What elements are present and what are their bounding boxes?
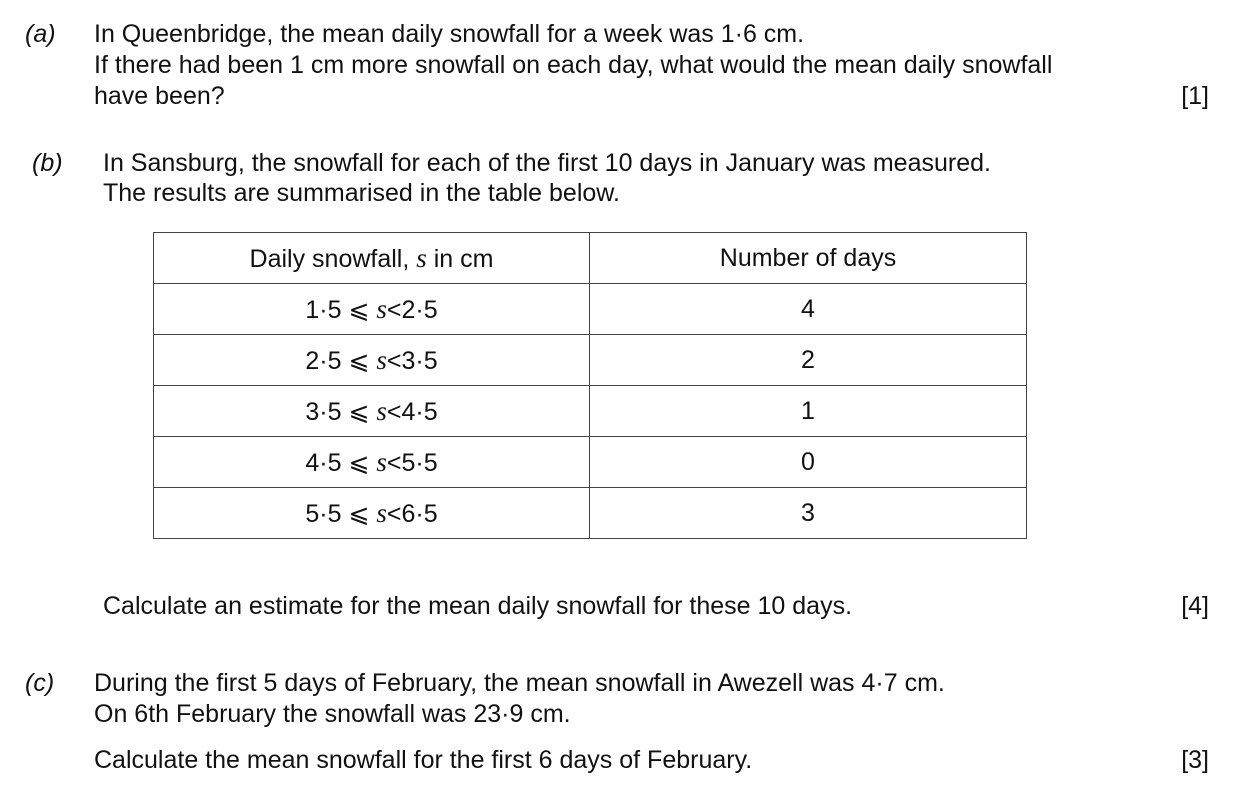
upper-bound: 3·5: [401, 346, 438, 375]
variable-s: s: [416, 242, 427, 273]
le-symbol: ⩽: [348, 397, 370, 426]
upper-bound: 6·5: [401, 499, 438, 528]
part-a-line: have been?: [94, 82, 225, 110]
lt-symbol: <: [386, 448, 402, 477]
header-text: Daily snowfall,: [249, 244, 417, 273]
part-a-line: If there had been 1 cm more snowfall on …: [94, 51, 1053, 79]
part-c-marks: [3]: [1181, 746, 1209, 774]
le-symbol: ⩽: [348, 346, 370, 375]
lower-bound: 1·5: [305, 295, 342, 324]
part-b-question: Calculate an estimate for the mean daily…: [103, 592, 853, 620]
snowfall-table: Daily snowfall, s in cm Number of days 1…: [153, 232, 1027, 539]
part-c-line: On 6th February the snowfall was 23·9 cm…: [94, 700, 571, 728]
lower-bound: 3·5: [305, 397, 342, 426]
table-row: 3·5 ⩽ s<4·5 1: [153, 385, 1027, 437]
variable-s: s: [376, 344, 387, 375]
snowfall-range: 5·5 ⩽ s<6·5: [153, 487, 590, 539]
variable-s: s: [376, 293, 387, 324]
variable-s: s: [376, 497, 387, 528]
header-number-of-days: Number of days: [589, 232, 1027, 284]
part-c-question: Calculate the mean snowfall for the firs…: [94, 746, 753, 774]
variable-s: s: [376, 446, 387, 477]
snowfall-range: 4·5 ⩽ s<5·5: [153, 436, 590, 488]
table-row: 2·5 ⩽ s<3·5 2: [153, 334, 1027, 386]
part-c-line: During the first 5 days of February, the…: [94, 669, 945, 697]
le-symbol: ⩽: [348, 499, 370, 528]
part-b-label: (b): [32, 149, 63, 177]
lt-symbol: <: [386, 346, 402, 375]
header-daily-snowfall: Daily snowfall, s in cm: [153, 232, 590, 284]
lower-bound: 5·5: [305, 499, 342, 528]
snowfall-range: 1·5 ⩽ s<2·5: [153, 283, 590, 335]
lower-bound: 2·5: [305, 346, 342, 375]
number-of-days: 0: [589, 436, 1027, 488]
lt-symbol: <: [386, 499, 402, 528]
part-a-line: In Queenbridge, the mean daily snowfall …: [94, 20, 805, 48]
snowfall-range: 2·5 ⩽ s<3·5: [153, 334, 590, 386]
lt-symbol: <: [386, 397, 402, 426]
upper-bound: 4·5: [401, 397, 438, 426]
variable-s: s: [376, 395, 387, 426]
upper-bound: 5·5: [401, 448, 438, 477]
part-b-line: In Sansburg, the snowfall for each of th…: [103, 149, 991, 177]
part-a-label: (a): [25, 20, 56, 48]
number-of-days: 2: [589, 334, 1027, 386]
part-a-marks: [1]: [1181, 82, 1209, 110]
part-c-label: (c): [25, 669, 55, 697]
snowfall-range: 3·5 ⩽ s<4·5: [153, 385, 590, 437]
le-symbol: ⩽: [348, 295, 370, 324]
lower-bound: 4·5: [305, 448, 342, 477]
upper-bound: 2·5: [401, 295, 438, 324]
part-b-marks: [4]: [1181, 592, 1209, 620]
number-of-days: 1: [589, 385, 1027, 437]
table-row: 4·5 ⩽ s<5·5 0: [153, 436, 1027, 488]
lt-symbol: <: [386, 295, 402, 324]
le-symbol: ⩽: [348, 448, 370, 477]
number-of-days: 3: [589, 487, 1027, 539]
number-of-days: 4: [589, 283, 1027, 335]
table-row: 5·5 ⩽ s<6·5 3: [153, 487, 1027, 539]
table-row: 1·5 ⩽ s<2·5 4: [153, 283, 1027, 335]
table-header-row: Daily snowfall, s in cm Number of days: [153, 232, 1027, 284]
part-b-line: The results are summarised in the table …: [103, 179, 620, 207]
header-text: in cm: [426, 244, 494, 273]
